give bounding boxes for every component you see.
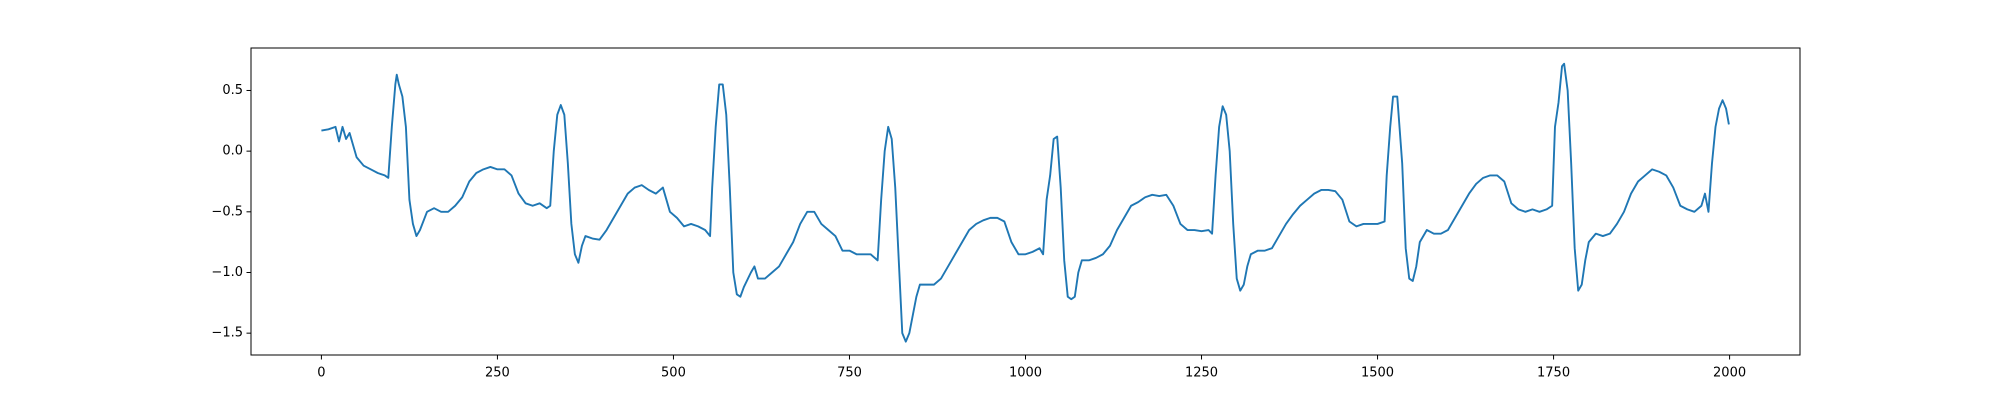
x-tick-label: 2000 [1713, 366, 1746, 381]
line-series [321, 62, 1730, 343]
x-tick-label: 1000 [1009, 366, 1042, 381]
x-tick-label: 0 [317, 366, 325, 381]
y-tick-label: −1.5 [211, 326, 243, 341]
x-tick-label: 1500 [1361, 366, 1394, 381]
axes-frame [250, 47, 1801, 356]
y-tick-label: −1.0 [211, 265, 243, 280]
x-tick-label: 250 [485, 366, 510, 381]
y-tick-label: −0.5 [211, 204, 243, 219]
y-tick-label: 0.5 [222, 83, 243, 98]
x-tick-label: 750 [837, 366, 862, 381]
x-tick-label: 1250 [1185, 366, 1218, 381]
x-tick-label: 1750 [1537, 366, 1570, 381]
y-tick-label: 0.0 [222, 144, 243, 159]
x-tick-label: 500 [661, 366, 686, 381]
